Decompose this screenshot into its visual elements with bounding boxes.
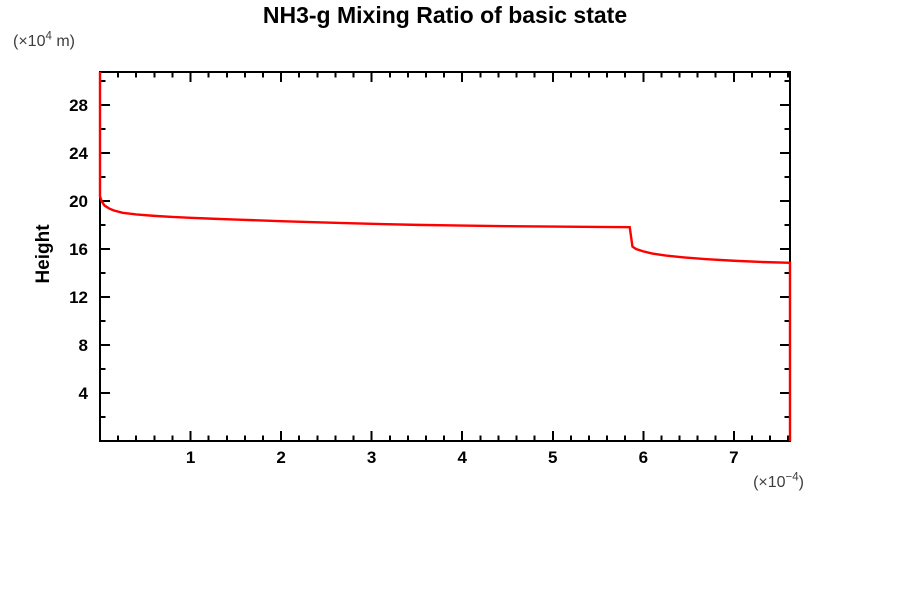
chart-title: NH3-g Mixing Ratio of basic state [262,2,628,28]
y-tick-label: 8 [79,336,88,355]
y-unit-prefix: (×10 [13,33,46,50]
data-series-line [98,72,792,441]
x-tick-label: 5 [548,448,557,467]
y-tick-label: 28 [69,96,88,115]
y-unit-exponent: 4 [45,30,52,43]
x-unit-prefix: (×10 [753,474,786,491]
x-tick-label: 6 [639,448,648,467]
y-unit-suffix: m) [51,33,75,50]
y-tick-label: 20 [69,192,88,211]
y-axis-unit-label: (×104 m) [13,30,75,51]
x-unit-suffix: ) [798,474,804,491]
y-tick-label: 24 [69,144,88,163]
x-tick-label: 4 [457,448,467,467]
y-tick-label: 12 [69,288,88,307]
x-axis-unit-label: (×10−4) [718,471,804,492]
x-unit-exponent: −4 [785,471,799,484]
x-tick-label: 2 [276,448,285,467]
y-tick-label: 16 [69,240,88,259]
x-tick-label: 1 [186,448,195,467]
x-tick-label: 7 [729,448,738,467]
y-tick-label: 4 [79,384,89,403]
x-tick-label: 3 [367,448,376,467]
